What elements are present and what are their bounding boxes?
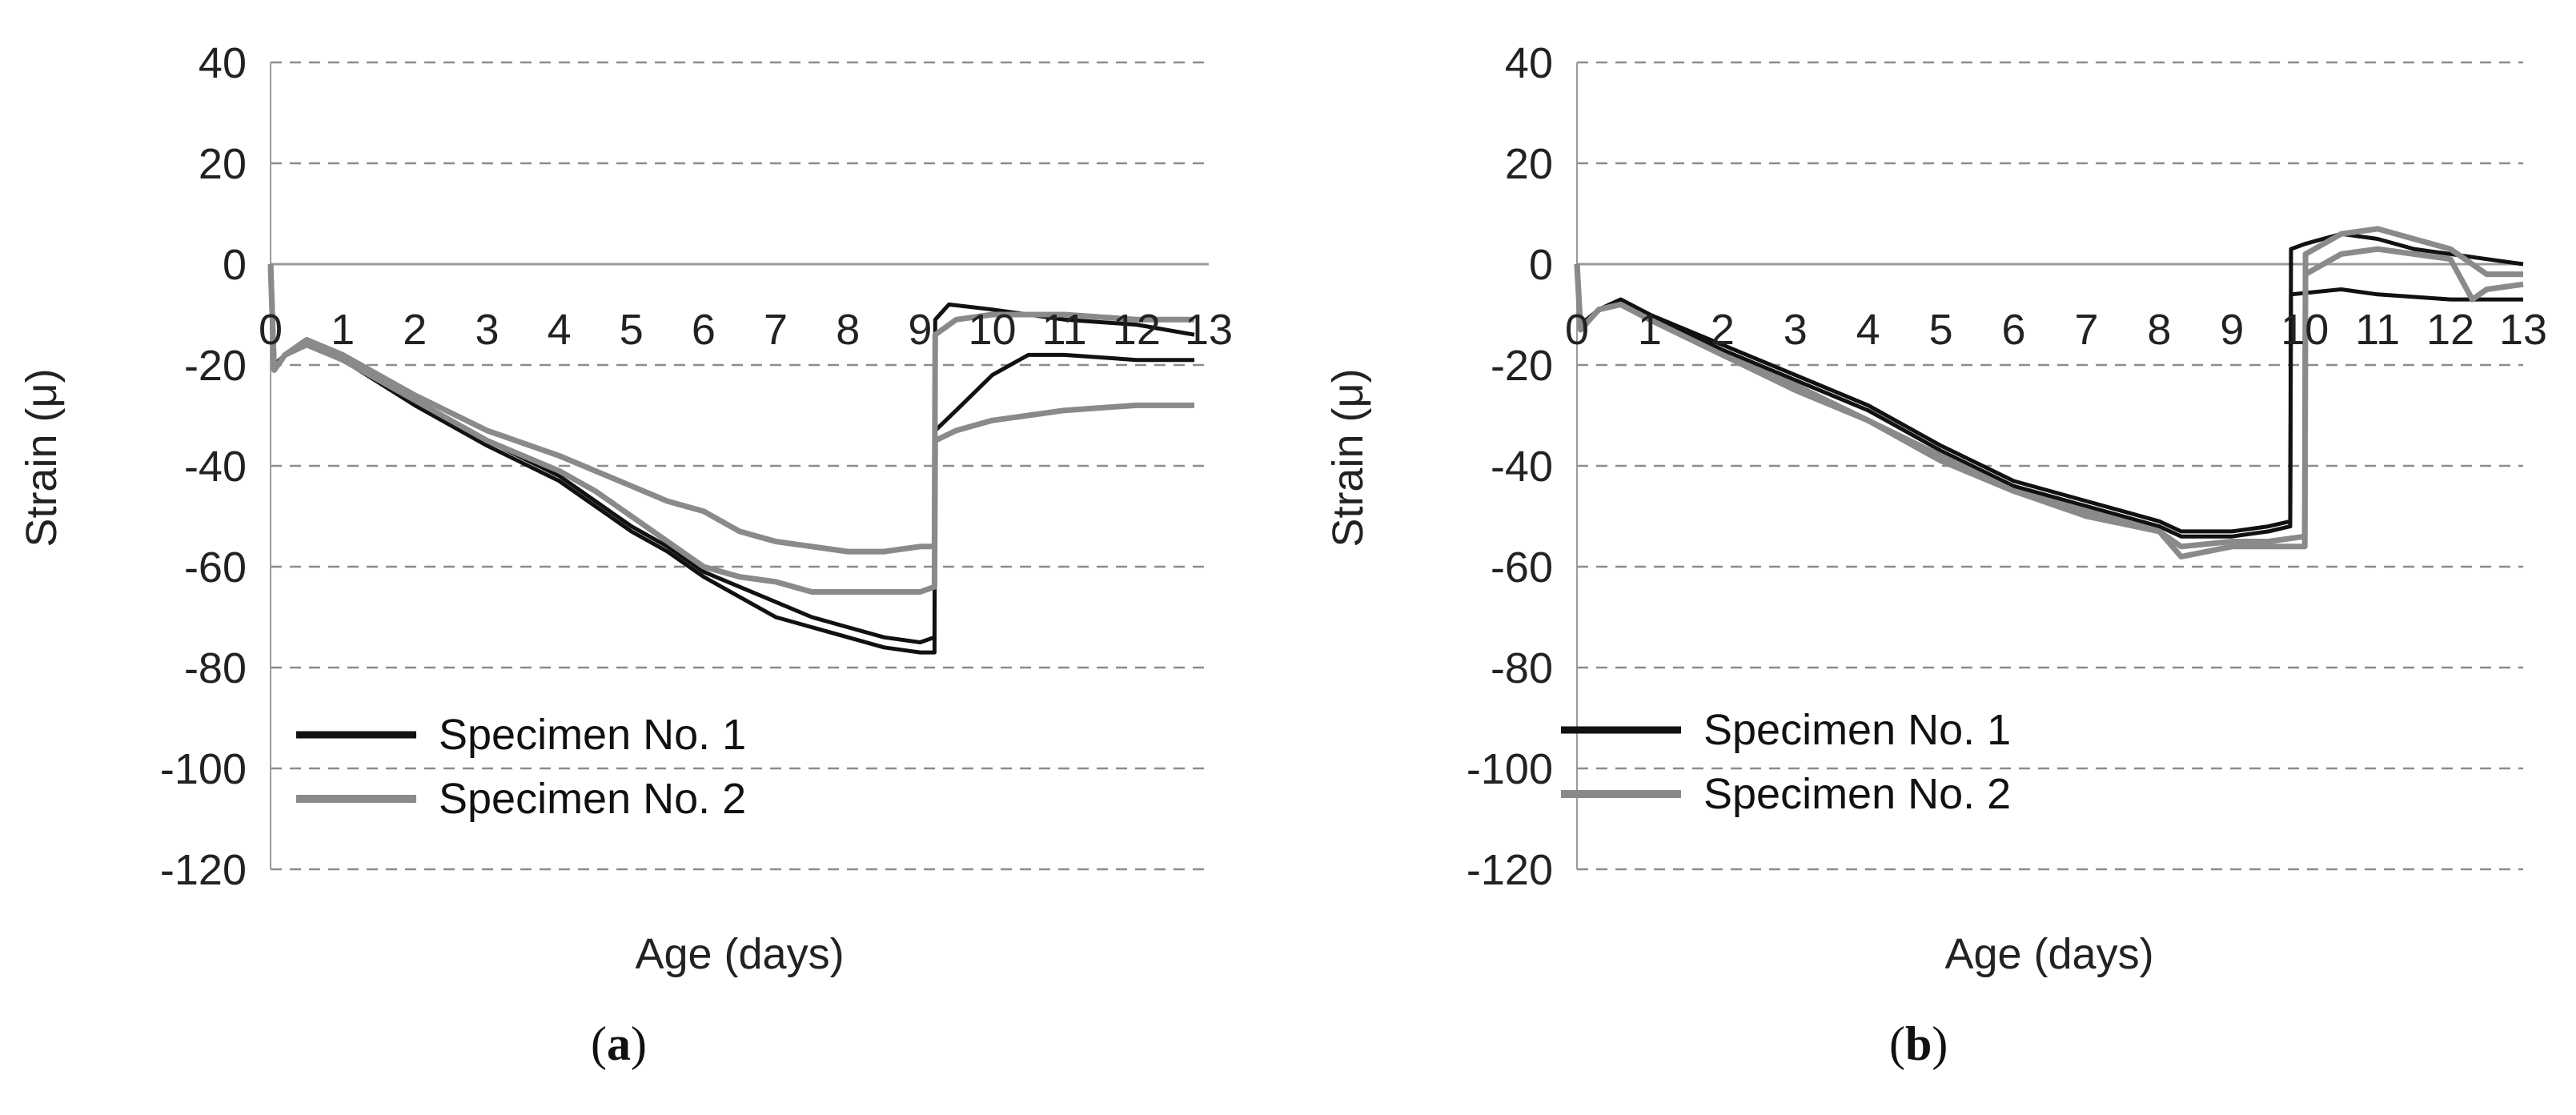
x-tick-label: 12 (2426, 306, 2474, 354)
x-tick-label: 8 (836, 306, 860, 354)
x-tick-label: 11 (1042, 306, 1087, 354)
x-axis-ticks: 0 1 2 3 4 5 6 7 8 9 10 11 12 13 (1565, 306, 2547, 354)
x-tick-label: 4 (1856, 306, 1880, 354)
x-axis-title: Age (days) (635, 930, 844, 978)
y-tick-label: 20 (199, 140, 247, 188)
series-line (1574, 226, 2523, 560)
legend-label: Specimen No. 2 (1703, 770, 2011, 818)
y-tick-label: 20 (1505, 140, 1553, 188)
y-tick-label: -20 (184, 342, 247, 390)
y-axis-title: Strain (μ) (18, 368, 66, 547)
series-lines (1574, 226, 2524, 560)
x-tick-label: 7 (2074, 306, 2098, 354)
legend-label: Specimen No. 1 (439, 711, 746, 759)
x-tick-label: 7 (764, 306, 788, 354)
x-tick-label: 1 (331, 306, 355, 354)
panel-label-a: (a) (591, 1017, 647, 1070)
x-tick-label: 13 (2499, 306, 2547, 354)
panel-letter: b (1904, 1017, 1932, 1070)
legend-label: Specimen No. 1 (1703, 706, 2011, 754)
x-tick-label: 2 (403, 306, 427, 354)
x-axis-ticks: 0 1 2 3 4 5 6 7 8 9 10 11 12 13 (259, 306, 1233, 354)
y-tick-label: -120 (160, 846, 247, 894)
y-tick-label: 0 (1529, 241, 1553, 289)
legend: Specimen No. 1 Specimen No. 2 (296, 711, 746, 823)
x-tick-label: 6 (692, 306, 716, 354)
y-tick-label: 40 (1505, 39, 1553, 87)
y-tick-label: -80 (184, 644, 247, 692)
series-line (267, 263, 1194, 595)
x-tick-label: 13 (1185, 306, 1233, 354)
y-axis-title: Strain (μ) (1324, 368, 1372, 547)
x-tick-label: 0 (1565, 306, 1589, 354)
legend-label: Specimen No. 2 (439, 775, 746, 823)
x-tick-label: 2 (1711, 306, 1735, 354)
panel-label-b: (b) (1889, 1017, 1948, 1070)
y-axis-ticks: 40 20 0 -20 -40 -60 -80 -100 -120 (160, 39, 247, 894)
x-tick-label: 3 (475, 306, 499, 354)
x-tick-label: 12 (1113, 306, 1161, 354)
y-tick-label: 0 (223, 241, 247, 289)
x-tick-label: 1 (1638, 306, 1662, 354)
x-tick-label: 10 (968, 306, 1016, 354)
y-tick-label: -100 (1467, 745, 1553, 793)
y-tick-label: -20 (1491, 342, 1553, 390)
x-tick-label: 10 (2281, 306, 2329, 354)
series-line (267, 263, 1194, 555)
y-tick-label: -80 (1491, 644, 1553, 692)
gridlines (1577, 61, 2523, 871)
x-tick-label: 0 (259, 306, 283, 354)
gridlines (271, 61, 1209, 871)
x-tick-label: 3 (1784, 306, 1808, 354)
x-axis-line (1576, 62, 2523, 869)
y-tick-label: -40 (184, 443, 247, 491)
y-tick-label: -100 (160, 745, 247, 793)
y-axis-ticks: 40 20 0 -20 -40 -60 -80 -100 -120 (1467, 39, 1553, 894)
series-line (1574, 246, 2524, 550)
x-axis-title: Age (days) (1944, 930, 2153, 978)
x-tick-label: 9 (908, 306, 932, 354)
x-tick-label: 11 (2355, 306, 2400, 354)
series-line (1575, 263, 2523, 539)
x-tick-label: 6 (2002, 306, 2026, 354)
series-lines (267, 263, 1195, 655)
y-tick-label: -60 (1491, 543, 1553, 592)
series-line (1575, 231, 2524, 534)
y-tick-label: 40 (199, 39, 247, 87)
x-tick-label: 5 (1929, 306, 1953, 354)
x-tick-label: 4 (548, 306, 572, 354)
panel-letter: a (606, 1017, 631, 1070)
x-tick-label: 9 (2220, 306, 2244, 354)
y-tick-label: -60 (184, 543, 247, 592)
x-axis-line (270, 62, 1209, 869)
x-tick-label: 8 (2147, 306, 2171, 354)
y-tick-label: -40 (1491, 443, 1553, 491)
x-tick-label: 5 (620, 306, 644, 354)
y-tick-label: -120 (1467, 846, 1553, 894)
legend: Specimen No. 1 Specimen No. 2 (1561, 706, 2011, 818)
